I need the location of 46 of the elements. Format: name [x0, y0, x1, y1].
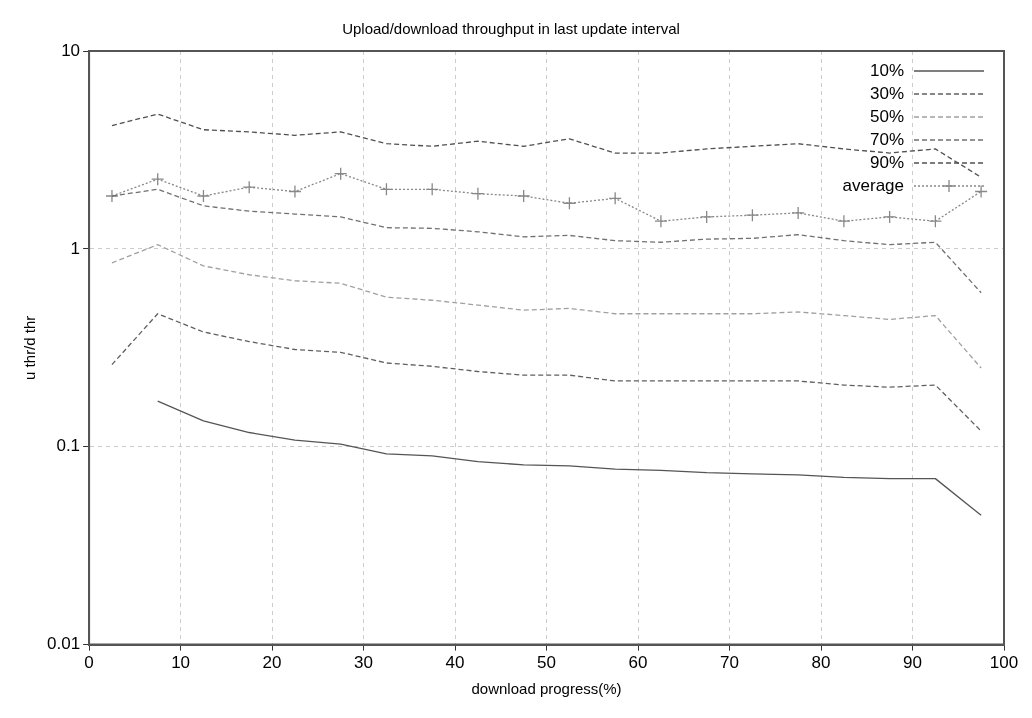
x-tick-label: 90 — [903, 653, 922, 673]
point — [196, 189, 211, 203]
point — [974, 184, 988, 199]
point — [379, 182, 394, 196]
chart-title: Upload/download throughput in last update interval — [342, 20, 680, 38]
y-tick-label: 0.1 — [56, 436, 81, 456]
point — [288, 184, 302, 199]
x-axis-title: download progress(%) — [471, 680, 622, 698]
x-tick-label: 100 — [989, 653, 1019, 673]
point — [654, 214, 668, 228]
x-tick-label: 0 — [84, 653, 94, 673]
legend-label: 10% — [869, 60, 904, 80]
point — [791, 206, 805, 220]
x-tick-label: 50 — [537, 653, 556, 673]
point — [105, 189, 119, 203]
point — [837, 214, 851, 228]
legend-label: 90% — [869, 152, 904, 172]
line-series — [111, 244, 982, 369]
point — [471, 187, 485, 201]
y-tick-label: 0.01 — [46, 634, 81, 654]
point — [242, 180, 256, 194]
x-tick-label: 20 — [262, 653, 282, 673]
point — [334, 166, 348, 181]
point — [425, 182, 439, 196]
legend-label: 30% — [869, 83, 904, 103]
legend-label: 70% — [869, 129, 904, 149]
x-tick-label: 70 — [720, 653, 739, 673]
x-tick-label: 40 — [445, 653, 465, 673]
point — [882, 210, 897, 224]
point — [608, 191, 622, 206]
y-tick-label: 1 — [70, 238, 81, 258]
y-tick-label: 10 — [61, 40, 81, 60]
point — [151, 172, 165, 186]
line-series — [111, 313, 982, 432]
point — [562, 196, 577, 210]
point — [517, 189, 531, 203]
x-tick-label: 80 — [811, 653, 831, 673]
y-axis-title: u thr/d thr — [21, 315, 39, 380]
point — [745, 208, 760, 222]
x-tick-label: 30 — [354, 653, 374, 673]
legend-label: average — [842, 175, 904, 195]
point — [700, 210, 714, 224]
legend-label: 50% — [869, 106, 904, 126]
x-tick-label: 60 — [628, 653, 648, 673]
point — [928, 214, 943, 228]
x-tick-label: 10 — [171, 653, 191, 673]
